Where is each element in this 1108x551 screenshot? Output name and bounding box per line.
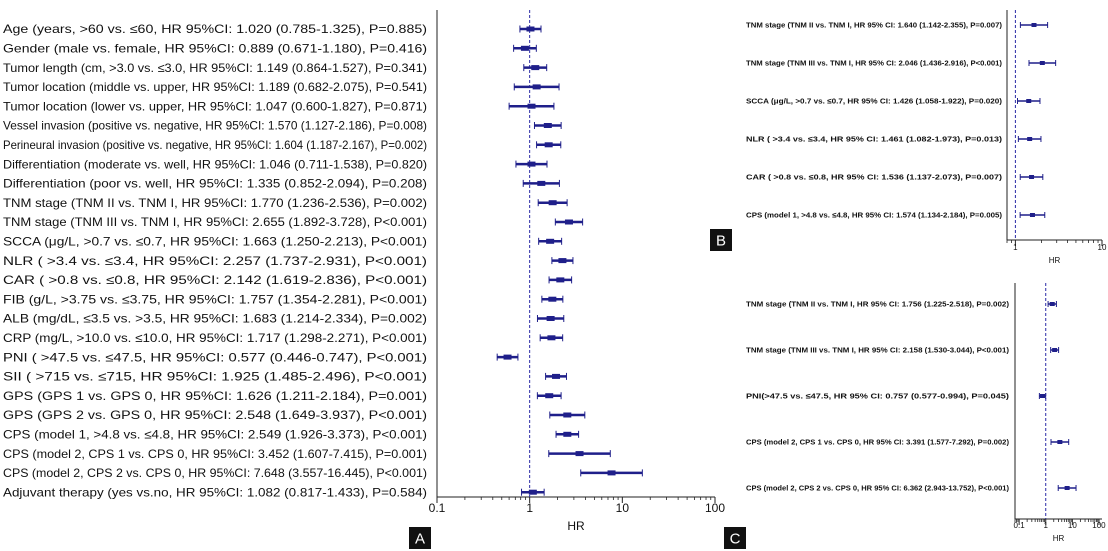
row-label: CPS (model 2, CPS 1 vs. CPS 0, HR 95%CI:…	[3, 447, 427, 461]
row-label: NLR ( >3.4 vs. ≤3.4, HR 95%CI: 2.257 (1.…	[3, 254, 427, 268]
hr-point	[563, 412, 572, 418]
hr-point	[1057, 440, 1063, 444]
row-label: Perineural invasion (positive vs. negati…	[3, 138, 427, 152]
row-label: TNM stage (TNM II vs. TNM I, HR 95%CI: 1…	[3, 196, 427, 210]
panel-label: A	[415, 531, 425, 548]
panel-label-box	[710, 229, 732, 251]
hr-point	[547, 335, 556, 341]
hr-point	[1029, 213, 1035, 217]
row-label: TNM stage (TNM II vs. TNM I, HR 95% CI: …	[746, 21, 1003, 30]
forest-panel-b: 1 10 HR TNM stage (TNM II vs. TNM I, HR 95%…	[746, 10, 1107, 265]
panel-label: B	[716, 233, 726, 250]
x-axis-title: HR	[1053, 534, 1065, 543]
x-axis-title: HR	[1049, 256, 1061, 265]
hr-point	[563, 431, 572, 437]
hr-point	[564, 219, 573, 225]
x-tick-label: 1	[1013, 243, 1018, 252]
hr-point	[1040, 394, 1046, 398]
x-tick-label: 0.1	[1014, 521, 1026, 530]
forest-panel-c: 0.1 1 10 100 HR TNM stage (TNM II vs. TNM I, …	[746, 283, 1106, 543]
row-label: Differentiation (poor vs. well, HR 95%CI…	[3, 177, 427, 191]
x-tick-label: 10	[1068, 521, 1077, 530]
row-label: ALB (mg/dL, ≤3.5 vs. >3.5, HR 95%CI: 1.6…	[3, 312, 427, 326]
hr-point	[528, 489, 537, 495]
row-label: CRP (mg/L, >10.0 vs. ≤10.0, HR 95%CI: 1.…	[3, 331, 427, 345]
hr-point	[503, 354, 512, 360]
x-tick-label: 1	[1044, 521, 1049, 530]
hr-point	[526, 26, 535, 32]
hr-point	[544, 142, 553, 148]
hr-point	[1029, 175, 1035, 179]
row-label: Differentiation (moderate vs. well, HR 9…	[3, 157, 427, 171]
row-label: Tumor location (lower vs. upper, HR 95%C…	[3, 99, 427, 113]
hr-point	[1052, 348, 1058, 352]
row-label: Gender (male vs. female, HR 95%CI: 0.889…	[3, 42, 427, 56]
panel-label-box	[724, 527, 746, 549]
hr-point	[527, 103, 536, 109]
hr-point	[520, 45, 529, 51]
x-tick-label: 100	[705, 501, 725, 515]
hr-point	[575, 451, 584, 457]
hr-point	[607, 470, 616, 476]
hr-point	[545, 393, 554, 399]
row-label: SCCA (μg/L, >0.7 vs. ≤0.7, HR 95% CI: 1.…	[746, 97, 1003, 106]
hr-point	[552, 373, 561, 379]
x-tick-label: 10	[616, 501, 630, 515]
hr-point	[1031, 23, 1037, 27]
hr-point	[1064, 486, 1070, 490]
row-label: GPS (GPS 1 vs. GPS 0, HR 95%CI: 1.626 (1…	[3, 389, 427, 403]
row-label: CAR ( >0.8 vs. ≤0.8, HR 95%CI: 2.142 (1.…	[3, 273, 427, 287]
hr-point	[1049, 302, 1055, 306]
hr-point	[546, 238, 555, 244]
row-label: CPS (model 2, CPS 2 vs. CPS 0, HR 95%CI:…	[3, 466, 427, 480]
x-tick-label: 100	[1092, 521, 1106, 530]
row-label: NLR ( >3.4 vs. ≤3.4, HR 95% CI: 1.461 (1…	[746, 135, 1003, 144]
x-tick-label: 1	[526, 501, 533, 515]
row-label: CPS (model 1, >4.8 vs. ≤4.8, HR 95%CI: 2…	[3, 428, 427, 442]
hr-point	[548, 200, 557, 206]
row-label: PNI(>47.5 vs. ≤47.5, HR 95% CI: 0.757 (0…	[746, 392, 1010, 401]
row-label: TNM stage (TNM II vs. TNM I, HR 95% CI: …	[746, 300, 1010, 309]
x-axis-title: HR	[567, 519, 585, 533]
panel-label-box	[409, 527, 431, 549]
panel-label: C	[730, 531, 741, 548]
row-label: Tumor location (middle vs. upper, HR 95%…	[3, 80, 427, 94]
row-label: Age (years, >60 vs. ≤60, HR 95%CI: 1.020…	[3, 22, 427, 36]
hr-point	[556, 277, 565, 283]
row-label: PNI ( >47.5 vs. ≤47.5, HR 95%CI: 0.577 (…	[3, 350, 427, 364]
row-label: CPS (model 2, CPS 1 vs. CPS 0, HR 95% CI…	[746, 438, 1010, 447]
hr-point	[558, 258, 567, 264]
hr-point	[546, 316, 555, 321]
forest-panel-a: 0.1 1 10 100 HR Age (years, >60 vs. ≤60, HR 9…	[3, 10, 725, 533]
row-label: Vessel invasion (positive vs. negative, …	[3, 119, 427, 133]
hr-point	[1039, 61, 1045, 65]
row-label: CPS (model 1, >4.8 vs. ≤4.8, HR 95% CI: …	[746, 211, 1003, 220]
hr-point	[543, 123, 552, 128]
row-label: SII ( >715 vs. ≤715, HR 95%CI: 1.925 (1.…	[3, 370, 427, 384]
hr-point	[532, 84, 541, 90]
hr-point	[548, 296, 557, 302]
hr-point	[527, 161, 536, 167]
row-label: Adjuvant therapy (yes vs.no, HR 95%CI: 1…	[3, 485, 427, 499]
x-tick-label: 10	[1098, 243, 1107, 252]
hr-point	[531, 65, 540, 71]
row-label: FIB (g/L, >3.75 vs. ≤3.75, HR 95%CI: 1.7…	[3, 292, 427, 306]
row-label: TNM stage (TNM III vs. TNM I, HR 95% CI:…	[746, 59, 1003, 68]
row-label: Tumor length (cm, >3.0 vs. ≤3.0, HR 95%C…	[3, 61, 427, 75]
row-label: TNM stage (TNM III vs. TNM I, HR 95%CI: …	[3, 215, 427, 229]
hr-point	[537, 180, 546, 186]
x-tick-label: 0.1	[429, 501, 446, 515]
row-label: GPS (GPS 2 vs. GPS 0, HR 95%CI: 2.548 (1…	[3, 408, 427, 422]
row-label: CPS (model 2, CPS 2 vs. CPS 0, HR 95% CI…	[746, 484, 1009, 493]
hr-point	[1027, 137, 1033, 141]
row-label: TNM stage (TNM III vs. TNM I, HR 95% CI:…	[746, 346, 1010, 355]
row-label: CAR ( >0.8 vs. ≤0.8, HR 95% CI: 1.536 (1…	[746, 173, 1003, 182]
hr-point	[1026, 99, 1032, 103]
row-label: SCCA (μg/L, >0.7 vs. ≤0.7, HR 95%CI: 1.6…	[3, 235, 427, 249]
